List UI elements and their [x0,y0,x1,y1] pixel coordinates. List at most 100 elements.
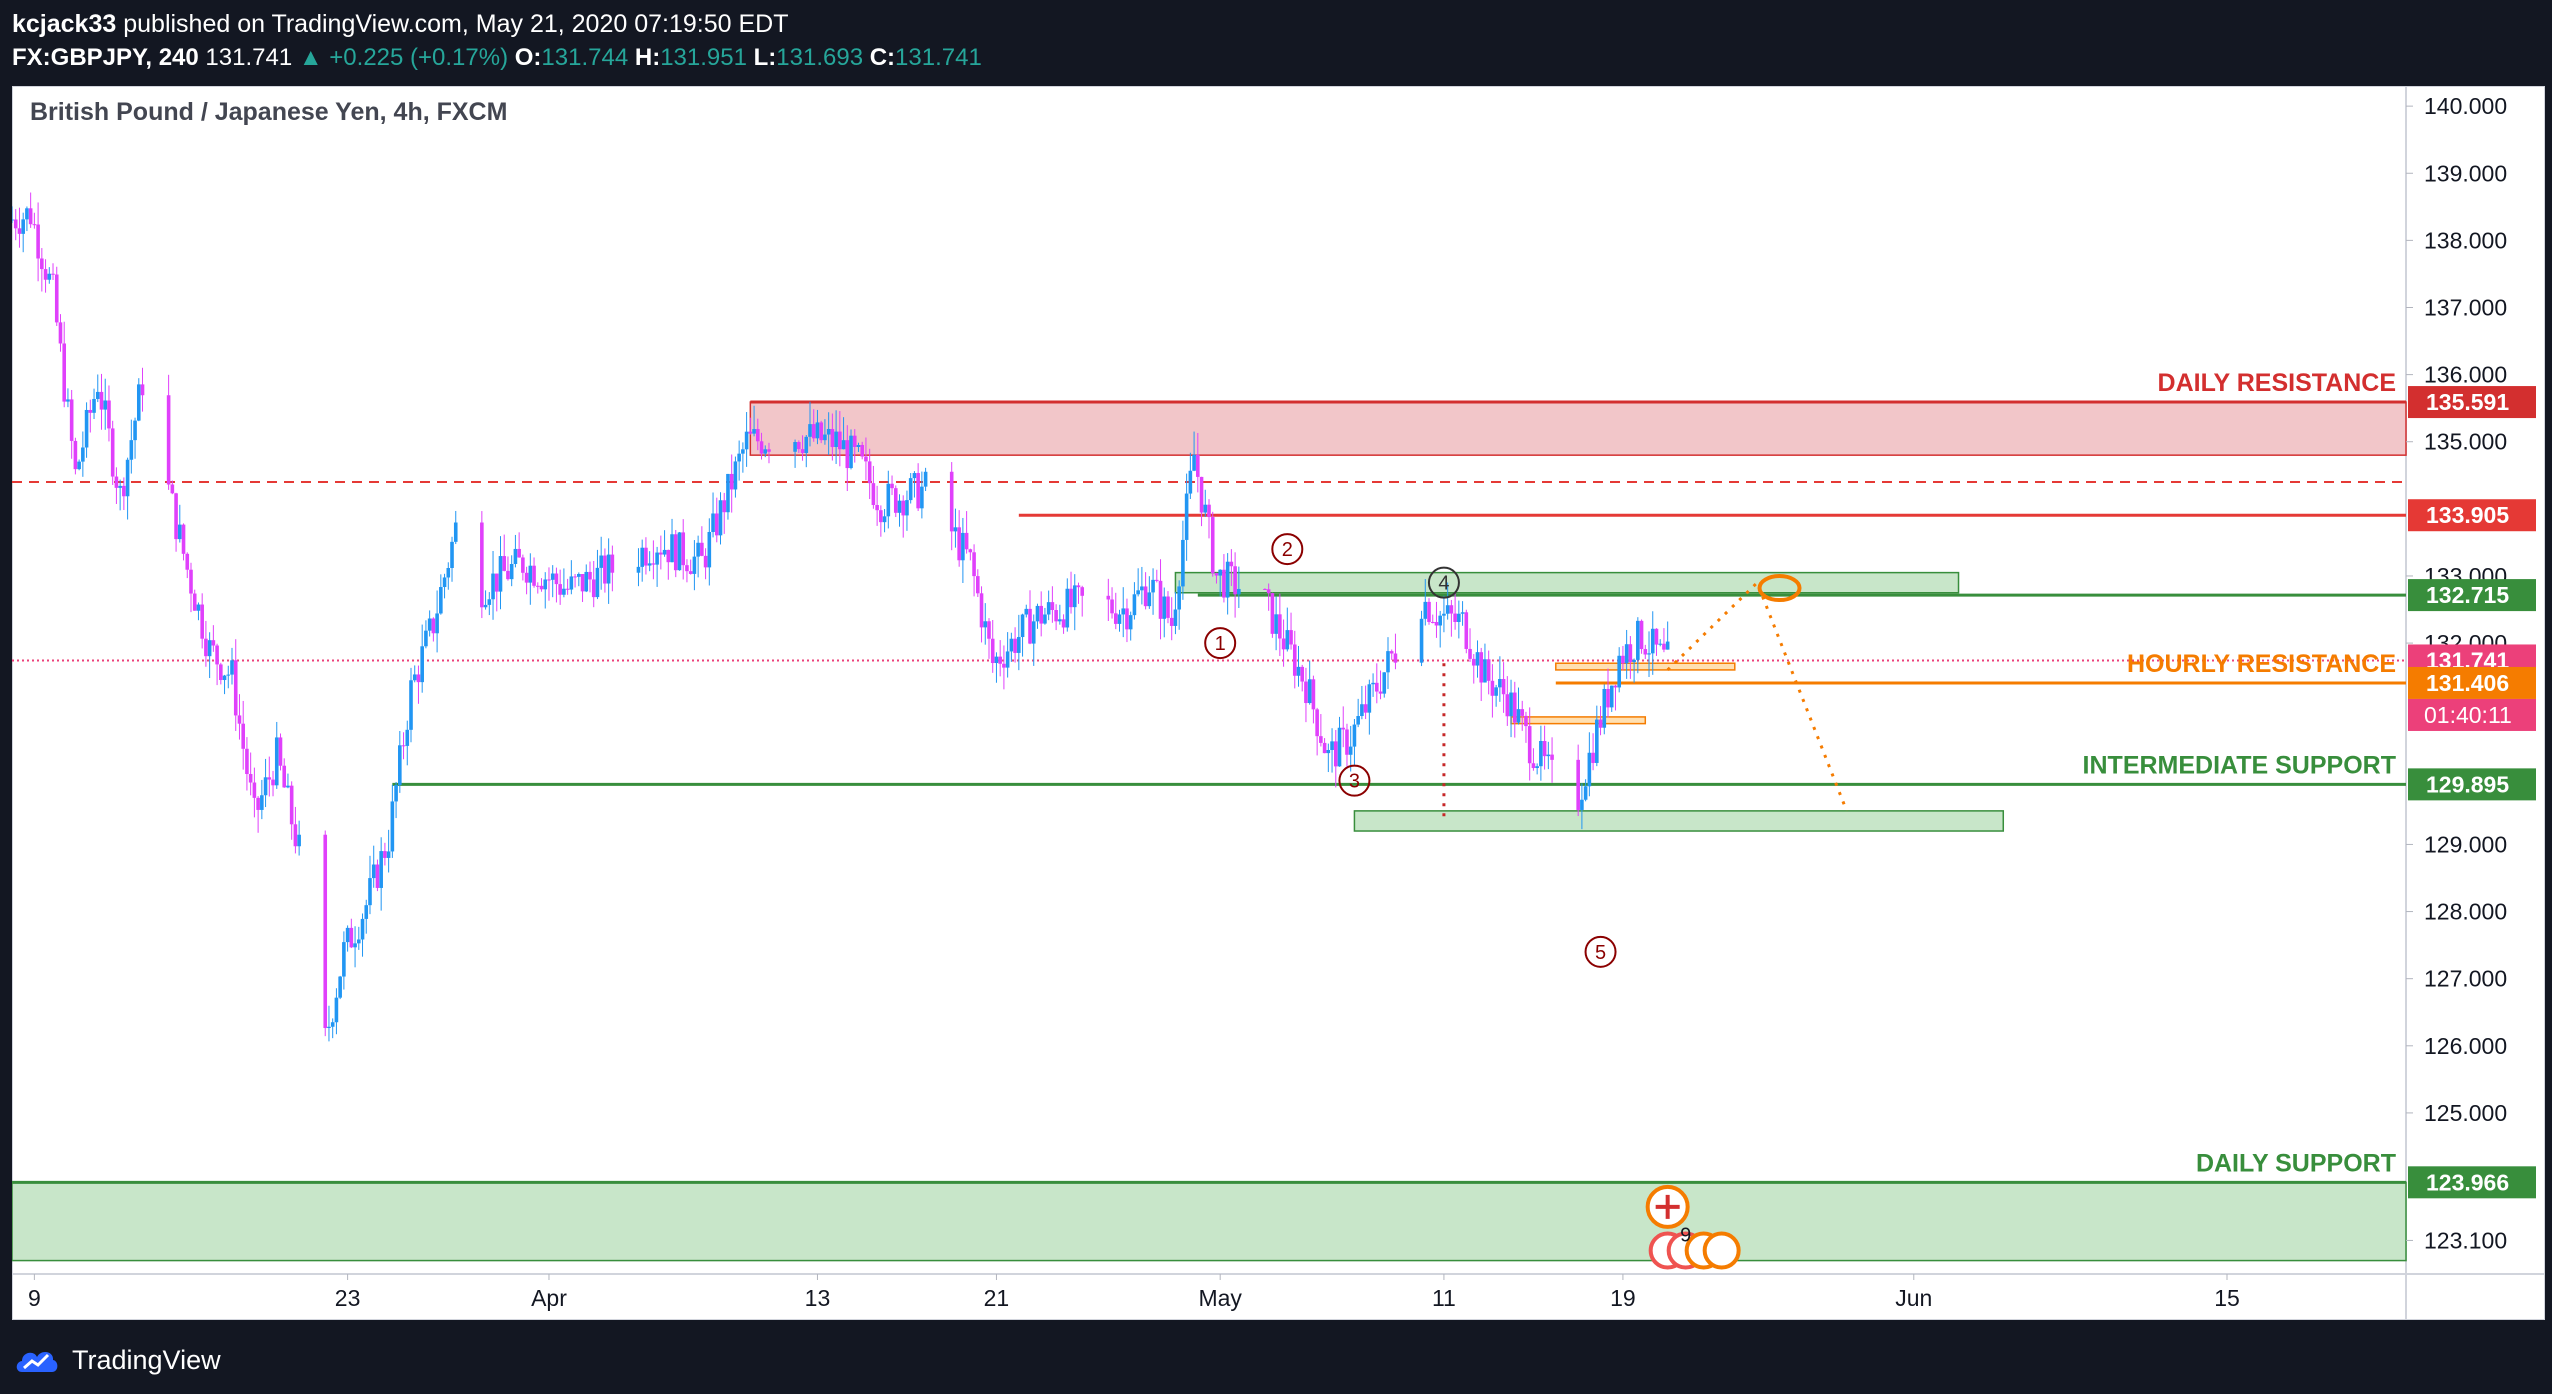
candle-body [591,579,596,598]
candle-body [178,524,182,540]
candle-body [923,471,928,487]
candle-body [506,570,510,580]
candle-body [1375,682,1379,692]
chart-frame[interactable]: 1 2 3 4 5 British Pound / Japanese Yen, 4h, F… [12,86,2545,1320]
candle-body [830,428,835,448]
candle-body [498,556,503,592]
candle-body [949,471,954,532]
candle-body [1024,608,1029,615]
candle-body [200,604,204,639]
candle-body [804,436,809,454]
y-tick-label: 140.000 [2424,93,2507,119]
close-label: C: [869,44,896,71]
candle-body [1591,752,1595,763]
author-name[interactable]: kcjack33 [12,10,117,38]
candle-body [972,552,976,577]
red-level-line-tag: 133.905 [2426,502,2509,528]
candle-body [1643,649,1648,655]
candle-body [282,765,287,788]
candle-body [1498,678,1502,688]
candle-body [1449,605,1454,614]
candle-body [834,431,838,448]
low-label: L: [753,44,777,71]
candle-body [532,565,536,586]
candle-body [1046,602,1051,615]
candle-body [1636,620,1640,660]
candle-body [696,542,700,557]
candle-body [1173,609,1178,626]
daily-support-zone [12,1181,2407,1262]
candle-body [1393,653,1398,663]
daily-resistance-zone [749,401,2407,456]
candle-body [815,422,820,439]
candle-body [1281,638,1286,650]
hourly-resistance-line-label: HOURLY RESISTANCE [2127,650,2396,678]
candle-body [62,343,67,402]
candle-body [69,399,74,441]
countdown-tag: 01:40:11 [2424,702,2512,728]
event-count-badge: 9 [1680,1225,1691,1247]
candle-body [487,599,492,605]
y-tick-label: 136.000 [2424,362,2507,388]
candle-body [1169,617,1174,626]
candle-body [1322,742,1327,754]
wave-5-label: 5 [1595,942,1606,964]
candle-body [233,660,238,716]
economic-event-icon [1702,1231,1741,1270]
candle-body [990,638,995,664]
candle-body [1017,637,1021,653]
candle-body [718,500,723,536]
candle-body [524,572,529,583]
candle-body [1419,618,1424,663]
candle-body [882,516,887,523]
candle-body [860,444,865,457]
tradingview-brand: TradingView [72,1344,221,1375]
candle-body [886,483,891,517]
candle-body [114,476,119,488]
candle-body [431,618,436,634]
candle-body [584,571,589,592]
candle-body [1005,651,1010,668]
candle-body [237,715,242,724]
candle-body [327,1026,331,1029]
candle-body [1319,736,1323,743]
candle-body [502,556,507,571]
symbol-name[interactable]: FX:GBPJPY, 240 [12,44,199,71]
daily-support-line-label: DAILY SUPPORT [2196,1149,2396,1177]
tradingview-footer[interactable]: TradingView [14,1340,221,1380]
y-tick-label: 128.000 [2424,899,2507,925]
candle-body [1598,719,1603,728]
candle-body [714,513,719,536]
candle-body [386,851,391,858]
candle-body [856,444,861,447]
candle-body [912,473,917,479]
candle-body [1125,608,1129,630]
candle-body [368,878,372,906]
candle-body [81,447,85,462]
candle-body [420,646,424,683]
low-value: 131.693 [776,44,864,71]
candle-body [867,461,872,484]
candle-body [1326,749,1331,754]
candle-body [640,547,644,567]
x-tick-label: 11 [1432,1285,1456,1311]
candle-body [1352,724,1357,747]
candle-body [1613,685,1618,688]
candle-body [1304,681,1308,704]
y-tick-label: 139.000 [2424,160,2507,186]
candle-body [1110,599,1114,614]
candle-body [1166,596,1170,618]
intermediate-support-line-label: INTERMEDIATE SUPPORT [2083,751,2396,779]
candle-body [21,219,25,234]
hourly-resistance-box-2 [1510,716,1647,725]
candle-body [241,723,245,749]
candle-body [28,208,33,225]
candle-body [517,548,521,558]
candle-body [1580,799,1584,810]
daily-support-line-tag-bg [2408,1166,2536,1199]
symbol-line: FX:GBPJPY, 240 131.741 ▲ +0.225 (+0.17%)… [12,44,982,72]
candle-body [110,428,115,477]
candle-body [577,574,581,577]
candle-body [1460,612,1465,614]
